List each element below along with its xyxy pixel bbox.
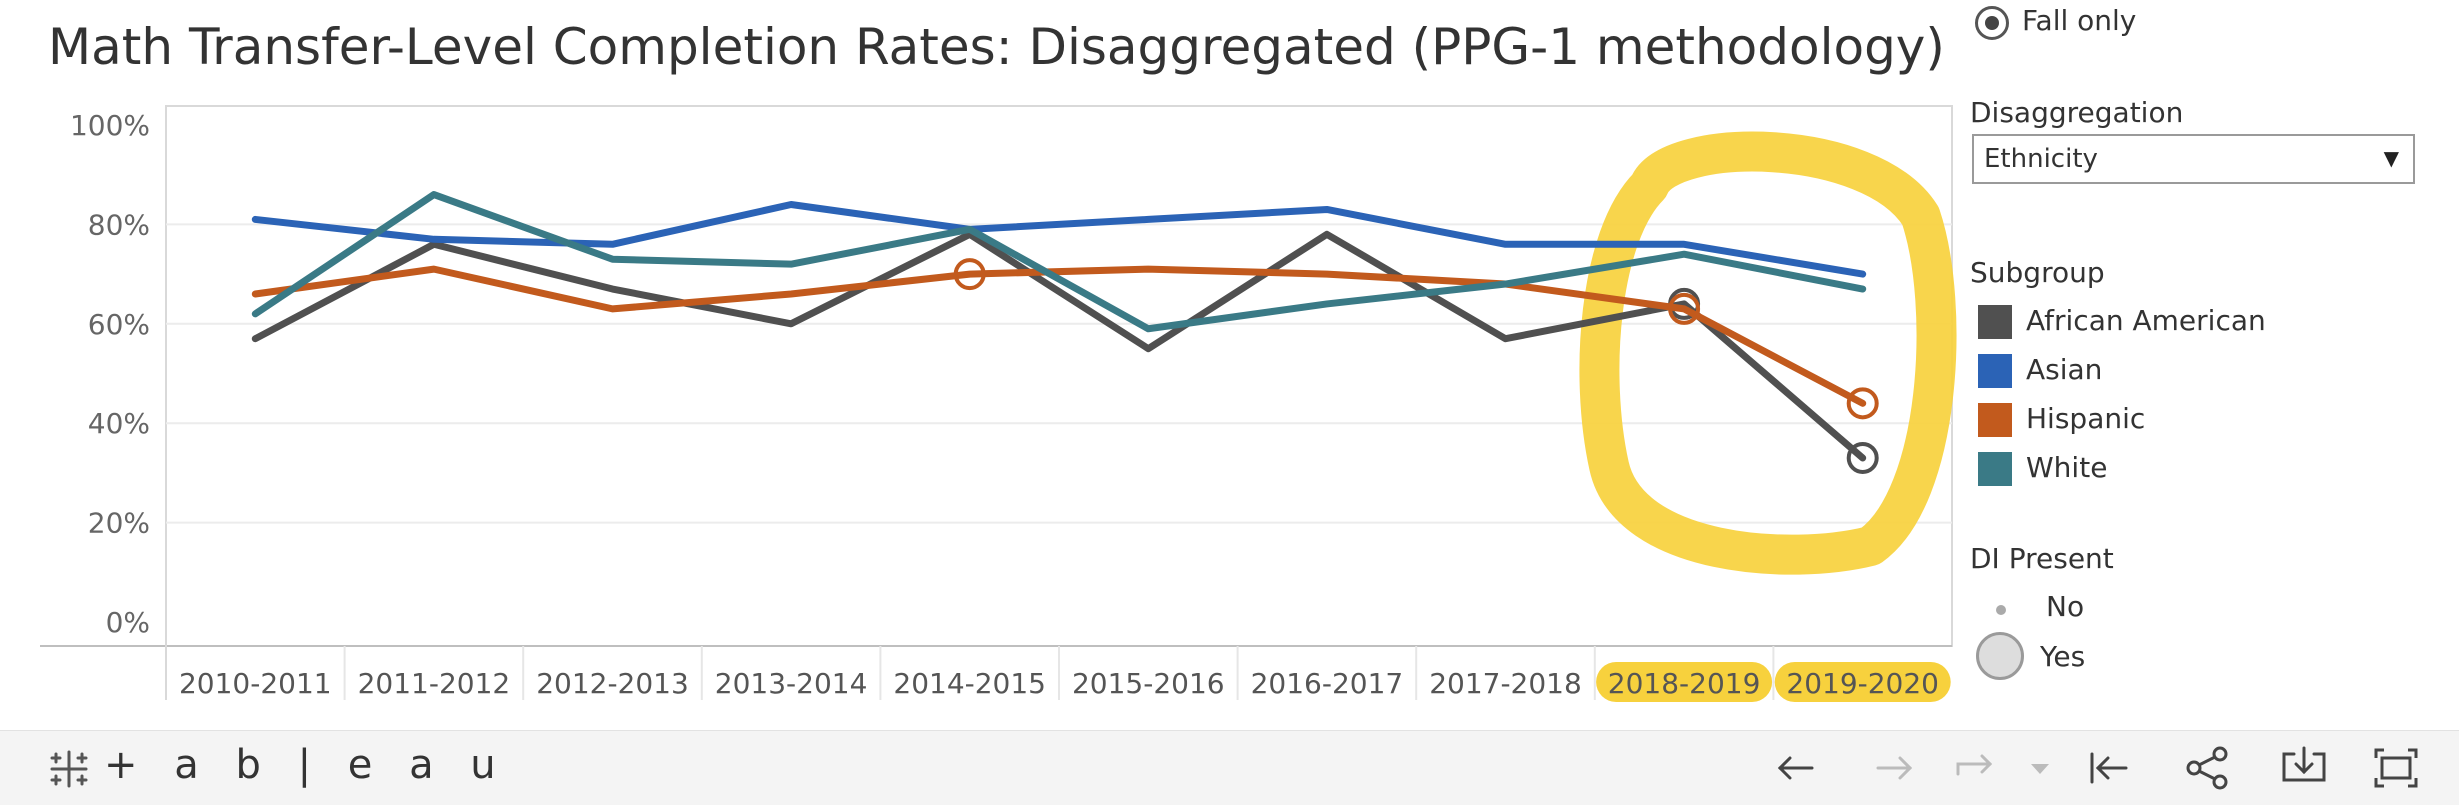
y-tick-label: 40% (88, 407, 150, 440)
x-tick-label: 2010-2011 (179, 667, 332, 700)
x-tick-label: 2011-2012 (358, 667, 511, 700)
y-tick-label: 20% (88, 507, 150, 540)
legend-label: White (2026, 451, 2108, 484)
chart-title: Math Transfer-Level Completion Rates: Di… (48, 18, 1945, 76)
series-line-african-american (251, 230, 1867, 462)
series-line-asian (251, 201, 1867, 278)
reset-icon[interactable] (2080, 740, 2136, 796)
legend-label: Hispanic (2026, 402, 2146, 435)
di-present-title: DI Present (1970, 542, 2114, 575)
plot-frame (165, 105, 1953, 647)
di-yes-label: Yes (2040, 640, 2086, 673)
fall-only-label[interactable]: Fall only (2022, 4, 2137, 37)
series-line-hispanic (251, 265, 1867, 407)
dropdown-arrow-icon: ▼ (2383, 146, 2399, 170)
share-icon[interactable] (2180, 740, 2236, 796)
x-tick-label: 2012-2013 (536, 667, 689, 700)
tableau-toolbar (0, 730, 2459, 805)
y-tick-label: 80% (88, 208, 150, 241)
legend-swatch (1978, 354, 2012, 388)
disaggregation-dropdown[interactable]: Ethnicity ▼ (1972, 134, 2415, 184)
line-chart: 0% 20% 40% 60% 80% 100% 2010-2011 2011-2012 2012… (40, 105, 1957, 702)
x-tick-label: 2015-2016 (1072, 667, 1225, 700)
y-tick-label: 100% (70, 109, 150, 142)
revert-icon[interactable] (1950, 740, 2006, 796)
subgroup-legend-title: Subgroup (1970, 256, 2105, 289)
disaggregation-value: Ethnicity (1984, 144, 2098, 174)
disaggregation-title: Disaggregation (1970, 96, 2184, 129)
x-tick-highlight (1774, 662, 1951, 702)
legend-label: Asian (2026, 353, 2103, 386)
x-tick-label: 2017-2018 (1429, 667, 1582, 700)
x-tick-label: 2019-2020 (1786, 667, 1939, 700)
download-icon[interactable] (2276, 740, 2332, 796)
di-no-label: No (2046, 590, 2085, 623)
y-tick-label: 0% (106, 606, 150, 639)
highlight-annotation (1579, 131, 1957, 575)
x-tick-label: 2018-2019 (1608, 667, 1761, 700)
tableau-wordmark: + a b | e a u (104, 742, 508, 788)
di-marker-hispanic (1668, 292, 1701, 325)
y-tick-label: 60% (88, 308, 150, 341)
x-tick-label: 2014-2015 (893, 667, 1046, 700)
x-tick-label: 2013-2014 (715, 667, 868, 700)
di-marker-hispanic (1846, 387, 1879, 420)
legend-swatch (1978, 403, 2012, 437)
tableau-logo-icon (50, 750, 88, 788)
di-yes-marker-icon (1976, 632, 2024, 680)
legend-label: African American (2026, 304, 2266, 337)
di-marker-hispanic (953, 258, 986, 291)
redo-icon[interactable] (1866, 740, 1922, 796)
di-no-marker-icon (1996, 605, 2006, 615)
di-marker-african-american (1846, 441, 1879, 474)
legend-swatch (1978, 452, 2012, 486)
fullscreen-icon[interactable] (2368, 740, 2424, 796)
series-line-white (251, 191, 1867, 333)
chevron-down-icon[interactable] (2012, 740, 2049, 796)
undo-icon[interactable] (1768, 740, 1824, 796)
x-tick-highlight (1596, 662, 1773, 702)
x-tick-label: 2016-2017 (1251, 667, 1404, 700)
fall-only-radio[interactable] (1975, 6, 2009, 40)
legend-swatch (1978, 305, 2012, 339)
